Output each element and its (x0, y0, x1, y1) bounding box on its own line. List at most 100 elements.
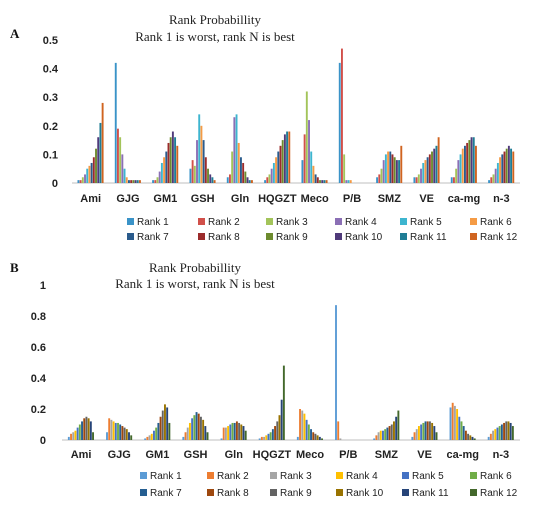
bar-meco-rank-7 (310, 429, 312, 440)
bar-gln-rank-3 (224, 427, 227, 440)
legend-swatch (127, 218, 134, 225)
legend-item: Rank 9 (280, 488, 312, 499)
bar-meco-rank-10 (316, 435, 319, 440)
bar-gm1-rank-8 (167, 142, 170, 183)
bar-gjg-rank-11 (128, 432, 130, 440)
bar-ve-rank-11 (433, 426, 436, 440)
bar-ami-rank-9 (85, 416, 88, 440)
legend-swatch (470, 489, 477, 496)
bar-n3-rank-12 (511, 426, 514, 440)
bar-smz-rank-7 (389, 151, 392, 183)
bar-ami-rank-11 (99, 122, 102, 183)
bar-camg-rank-2 (453, 177, 455, 183)
bar-gsh-rank-4 (188, 422, 191, 440)
bar-n3-rank-9 (505, 421, 508, 440)
bar-gm1-rank-1 (152, 180, 155, 183)
bar-ve-rank-4 (417, 426, 420, 440)
bar-ve-rank-9 (431, 151, 433, 183)
legend-swatch (336, 489, 343, 496)
bar-gm1-rank-4 (158, 171, 161, 183)
bar-ami-rank-6 (88, 165, 91, 183)
bar-gln-rank-9 (244, 171, 247, 183)
bar-smz-rank-11 (398, 160, 401, 183)
bar-meco-rank-11 (318, 436, 321, 440)
bar-gjg-rank-2 (108, 418, 111, 440)
x-tick-label: ca-mg (447, 449, 479, 461)
bar-hqgzt-rank-5 (272, 162, 275, 183)
y-tick-label: 0 (40, 435, 46, 447)
bar-ami-rank-2 (79, 180, 82, 183)
bar-gjg-rank-1 (106, 432, 108, 440)
bar-n3-rank-10 (507, 421, 510, 440)
bar-ve-rank-9 (428, 421, 431, 440)
y-tick-label: 0.4 (43, 64, 59, 76)
legend-item: Rank 2 (208, 217, 240, 228)
bar-gsh-rank-1 (189, 168, 192, 183)
bar-n3-rank-8 (503, 422, 506, 440)
bar-smz-rank-6 (384, 429, 387, 440)
bar-gsh-rank-4 (196, 140, 198, 183)
bar-ve-rank-3 (417, 174, 420, 183)
legend-swatch (470, 218, 477, 225)
bar-hqgzt-rank-11 (280, 399, 283, 440)
bar-camg-rank-5 (459, 154, 462, 183)
bar-gln-rank-12 (244, 430, 247, 440)
bar-gm1-rank-12 (176, 145, 179, 183)
legend-item: Rank 2 (217, 471, 249, 482)
panel-label: A (10, 26, 20, 41)
bar-ve-rank-5 (422, 162, 425, 183)
bar-pb-rank-4 (345, 180, 348, 183)
bar-gm1-rank-4 (150, 433, 153, 440)
x-tick-label: Gln (225, 449, 244, 461)
bar-smz-rank-9 (390, 424, 393, 440)
bar-n3-rank-7 (501, 154, 504, 183)
bar-camg-rank-5 (458, 416, 461, 440)
panel-label: B (10, 260, 19, 275)
bar-gm1-rank-10 (164, 404, 166, 440)
bar-gln-rank-7 (240, 157, 242, 183)
bar-gsh-rank-12 (206, 432, 209, 440)
x-tick-label: n-3 (493, 449, 510, 461)
legend-item: Rank 11 (410, 232, 447, 243)
bar-gln-rank-1 (226, 177, 229, 183)
x-tick-label: VE (417, 449, 432, 461)
bar-ami-rank-4 (84, 174, 86, 183)
bar-n3-rank-5 (496, 427, 499, 440)
bar-pb-rank-2 (341, 48, 343, 183)
x-tick-label: Gln (231, 193, 250, 205)
bar-gln-rank-10 (246, 177, 249, 183)
bar-hqgzt-rank-2 (266, 177, 269, 183)
bar-gm1-rank-6 (155, 427, 158, 440)
bar-camg-rank-1 (449, 407, 452, 440)
bar-pb-rank-1 (335, 305, 337, 440)
bar-gln-rank-10 (240, 424, 243, 440)
bar-gjg-rank-7 (128, 180, 130, 183)
bar-meco-rank-6 (307, 424, 310, 440)
bar-pb-rank-3 (343, 154, 346, 183)
bar-gjg-rank-5 (123, 168, 126, 183)
x-tick-label: GJG (108, 449, 131, 461)
bar-meco-rank-4 (303, 413, 306, 440)
bar-ve-rank-1 (413, 177, 416, 183)
bar-ve-rank-11 (435, 145, 438, 183)
bar-camg-rank-3 (453, 405, 456, 440)
legend-swatch (470, 233, 477, 240)
bar-ami-rank-7 (90, 162, 93, 183)
bar-hqgzt-rank-5 (267, 433, 270, 440)
bar-smz-rank-1 (373, 438, 376, 440)
bar-gm1-rank-11 (166, 407, 169, 440)
bar-gsh-rank-10 (202, 419, 205, 440)
legend-swatch (266, 218, 273, 225)
bar-gsh-rank-9 (207, 168, 209, 183)
bar-meco-rank-12 (321, 438, 323, 440)
bar-smz-rank-5 (382, 430, 384, 440)
bar-n3-rank-8 (503, 151, 506, 183)
bar-gln-rank-4 (233, 117, 236, 183)
bar-gsh-rank-3 (193, 165, 196, 183)
bar-gm1-rank-8 (159, 416, 162, 440)
chart-title: Rank Probabillity (149, 260, 242, 275)
bar-n3-rank-3 (492, 174, 495, 183)
bar-gm1-rank-1 (144, 438, 147, 440)
bar-meco-rank-1 (301, 160, 304, 183)
bar-gjg-rank-10 (134, 180, 137, 183)
